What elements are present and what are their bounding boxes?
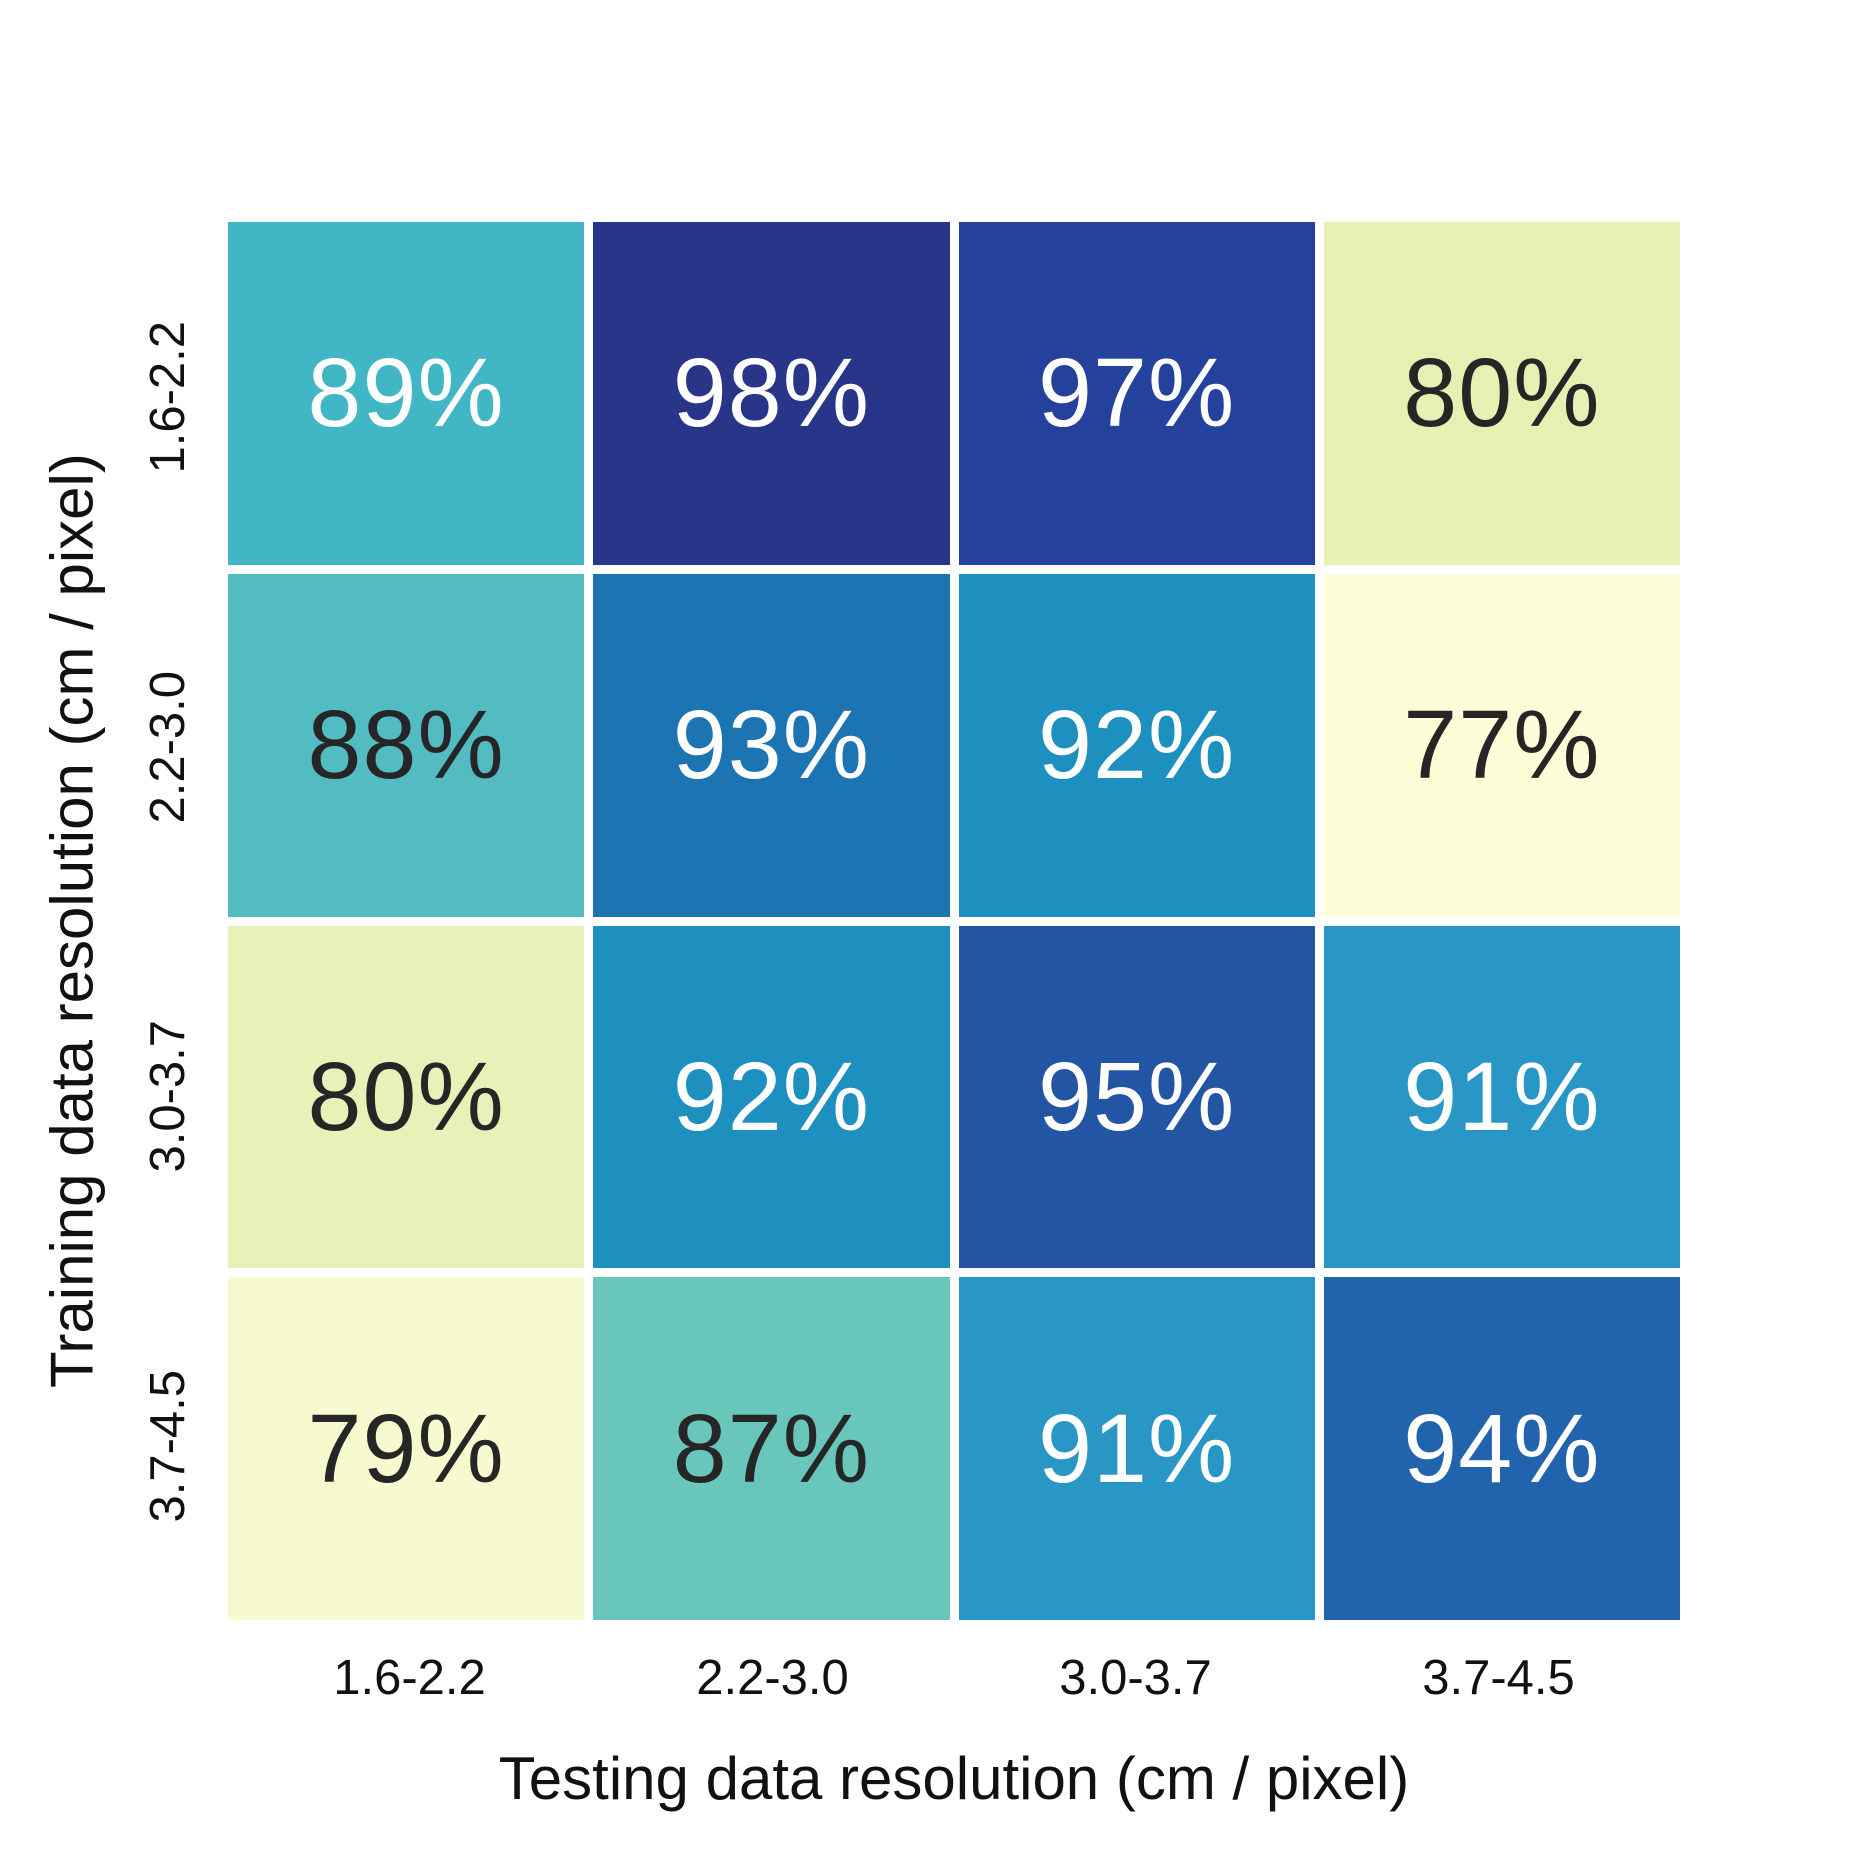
heatmap-cell-r3c1: 87%	[593, 1277, 950, 1620]
x-tick-label-0: 1.6-2.2	[333, 1651, 486, 1705]
heatmap-cell-r1c3: 77%	[1323, 573, 1680, 917]
y-tick-label-0: 1.6-2.2	[141, 320, 195, 474]
x-tick-label-3: 3.7-4.5	[1422, 1651, 1575, 1705]
y-tick-label-2: 3.0-3.7	[141, 1019, 195, 1173]
y-axis-title: Training data resolution (cm / pixel)	[38, 453, 106, 1389]
heatmap-cell-r2c0: 80%	[228, 925, 585, 1269]
x-tick-label-2: 3.0-3.7	[1059, 1651, 1212, 1705]
heatmap-cell-r0c3: 80%	[1323, 222, 1680, 565]
y-axis-tick-labels: 1.6-2.2 2.2-3.0 3.0-3.7 3.7-4.5	[128, 222, 208, 1620]
heatmap-cell-r1c0: 88%	[228, 573, 585, 917]
heatmap-cell-r2c2: 95%	[958, 925, 1315, 1269]
heatmap-cell-r3c0: 79%	[228, 1277, 585, 1620]
heatmap-cell-r2c3: 91%	[1323, 925, 1680, 1269]
y-tick-label-3: 3.7-4.5	[141, 1368, 195, 1522]
heatmap-cell-r1c1: 93%	[593, 573, 950, 917]
heatmap-grid: 89% 98% 97% 80% 88% 93% 92% 77% 80% 92% 95% 91% 79% 8…	[228, 222, 1680, 1620]
heatmap-cell-r3c3: 94%	[1323, 1277, 1680, 1620]
heatmap-cell-r0c2: 97%	[958, 222, 1315, 565]
heatmap-cell-r2c1: 92%	[593, 925, 950, 1269]
y-tick-label-1: 2.2-3.0	[141, 669, 195, 823]
x-axis-title: Testing data resolution (cm / pixel)	[498, 1744, 1410, 1812]
heatmap-cell-r0c0: 89%	[228, 222, 585, 565]
heatmap-cell-r1c2: 92%	[958, 573, 1315, 917]
heatmap-cell-r3c2: 91%	[958, 1277, 1315, 1620]
x-tick-label-1: 2.2-3.0	[696, 1651, 849, 1705]
x-axis-tick-labels: 1.6-2.2 2.2-3.0 3.0-3.7 3.7-4.5	[228, 1642, 1680, 1714]
heatmap-cell-r0c1: 98%	[593, 222, 950, 565]
